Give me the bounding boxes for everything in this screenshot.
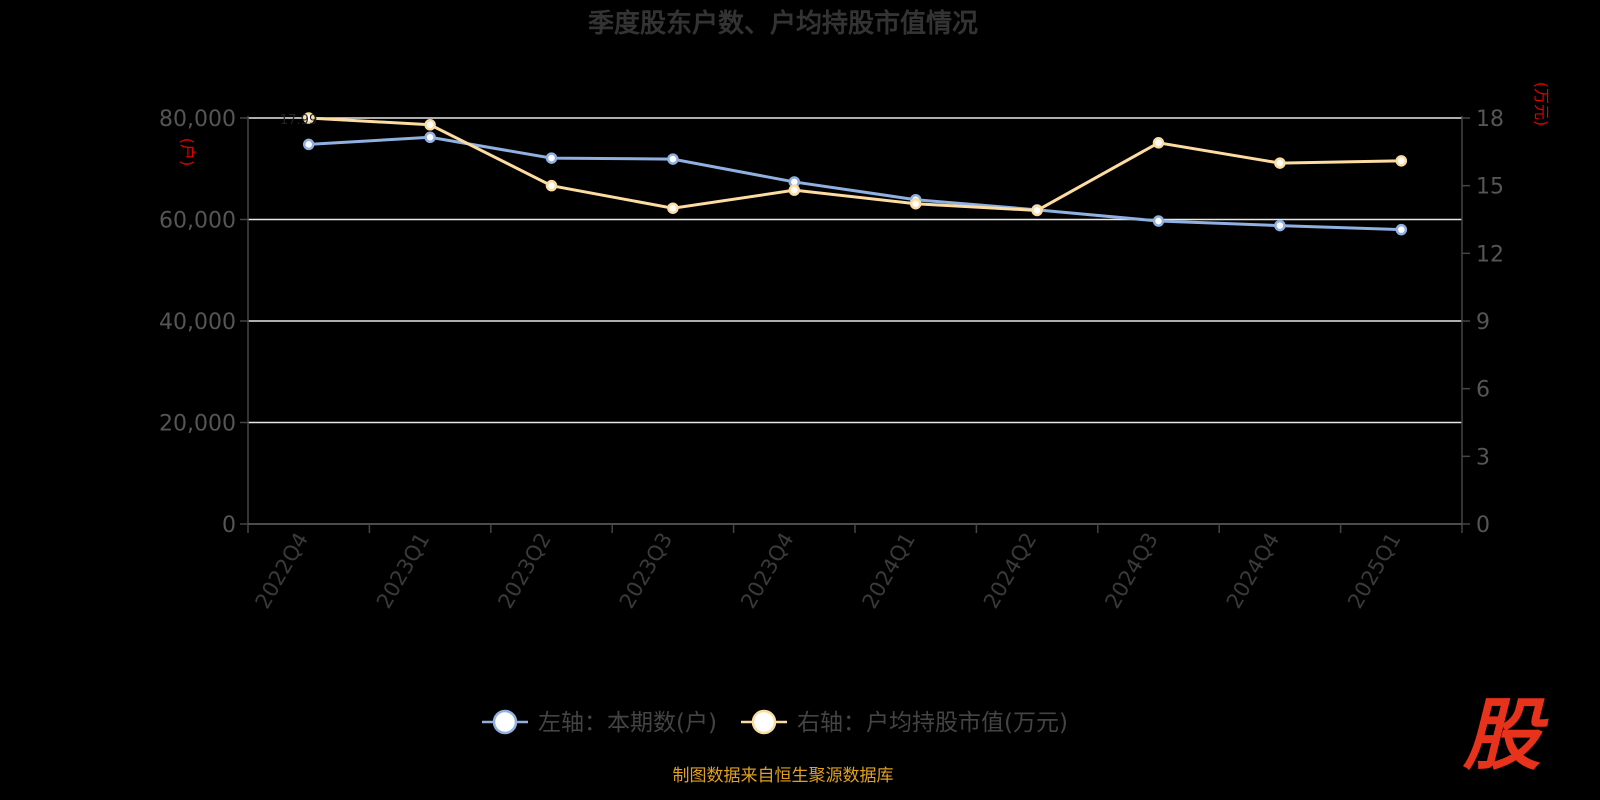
data-point-right[interactable] — [1395, 155, 1408, 167]
left-tick-label: 0 — [222, 513, 236, 538]
x-tick-label: 2024Q3 — [1100, 529, 1162, 613]
right-tick-label: 9 — [1476, 310, 1490, 335]
data-point-left[interactable] — [545, 152, 558, 164]
legend-label-left: 左轴：本期数(户) — [538, 710, 717, 736]
legend-item-left[interactable]: 左轴：本期数(户) — [482, 709, 717, 736]
x-axis-ticks: 2022Q4 2023Q1 2023Q2 2023Q3 2023Q4 2024Q1 2024… — [247, 524, 1463, 613]
x-tick-label: 2024Q2 — [979, 529, 1041, 613]
right-tick-label: 6 — [1476, 378, 1490, 403]
right-tick-label: 15 — [1476, 175, 1504, 200]
left-tick-label: 80,000 — [159, 107, 236, 132]
data-point-right[interactable] — [302, 112, 315, 124]
x-tick-label: 2022Q4 — [251, 529, 313, 613]
series-layer — [302, 112, 1408, 236]
x-tick-label: 2025Q1 — [1343, 529, 1405, 613]
right-tick-label: 12 — [1476, 242, 1504, 267]
legend-label-right: 右轴：户均持股市值(万元) — [797, 710, 1068, 736]
data-point-right[interactable] — [545, 179, 558, 192]
data-point-left[interactable] — [667, 153, 679, 165]
data-point-right[interactable] — [424, 119, 436, 131]
data-point-left[interactable] — [424, 131, 436, 144]
x-tick-label: 2023Q4 — [736, 529, 798, 613]
data-point-right[interactable] — [788, 184, 801, 196]
x-tick-label: 2023Q1 — [372, 529, 434, 613]
point-label-first: 17.99 — [280, 113, 317, 128]
x-tick-label: 2023Q2 — [493, 529, 555, 613]
data-point-left[interactable] — [1274, 219, 1286, 232]
left-axis-unit: (户) — [178, 138, 197, 167]
brand-logo: 股 — [1462, 691, 1549, 781]
data-point-right[interactable] — [1152, 137, 1165, 149]
data-point-right[interactable] — [909, 197, 922, 210]
series-line-right — [308, 116, 1402, 212]
left-tick-label: 20,000 — [159, 412, 236, 437]
grid — [248, 117, 1462, 424]
right-tick-label: 3 — [1476, 445, 1490, 470]
legend: 左轴：本期数(户) 右轴：户均持股市值(万元) — [482, 709, 1068, 736]
series-line-left — [308, 135, 1402, 232]
right-tick-label: 0 — [1476, 513, 1490, 538]
left-tick-label: 60,000 — [159, 209, 236, 234]
data-point-left[interactable] — [1152, 215, 1165, 227]
legend-marker-left — [492, 709, 518, 735]
left-tick-label: 40,000 — [159, 310, 236, 335]
legend-marker-right — [751, 709, 777, 735]
chart-title: 季度股东户数、户均持股市值情况 — [588, 8, 978, 39]
data-point-left[interactable] — [302, 138, 315, 151]
right-axis-unit: (万元) — [1532, 82, 1551, 127]
right-tick-label: 18 — [1476, 107, 1504, 132]
right-axis-ticks: 0 3 6 9 12 15 18 — [1462, 107, 1504, 538]
source-note: 制图数据来自恒生聚源数据库 — [673, 766, 894, 786]
left-axis-ticks: 0 20,000 40,000 60,000 80,000 — [159, 107, 248, 538]
data-point-right[interactable] — [1274, 157, 1286, 169]
x-tick-label: 2024Q1 — [858, 529, 920, 613]
x-tick-label: 2024Q4 — [1222, 529, 1284, 613]
data-point-left[interactable] — [1395, 223, 1408, 236]
data-point-right[interactable] — [667, 202, 679, 214]
legend-item-right[interactable]: 右轴：户均持股市值(万元) — [741, 709, 1068, 736]
x-tick-label: 2023Q3 — [615, 529, 677, 613]
data-point-right[interactable] — [1031, 204, 1043, 217]
